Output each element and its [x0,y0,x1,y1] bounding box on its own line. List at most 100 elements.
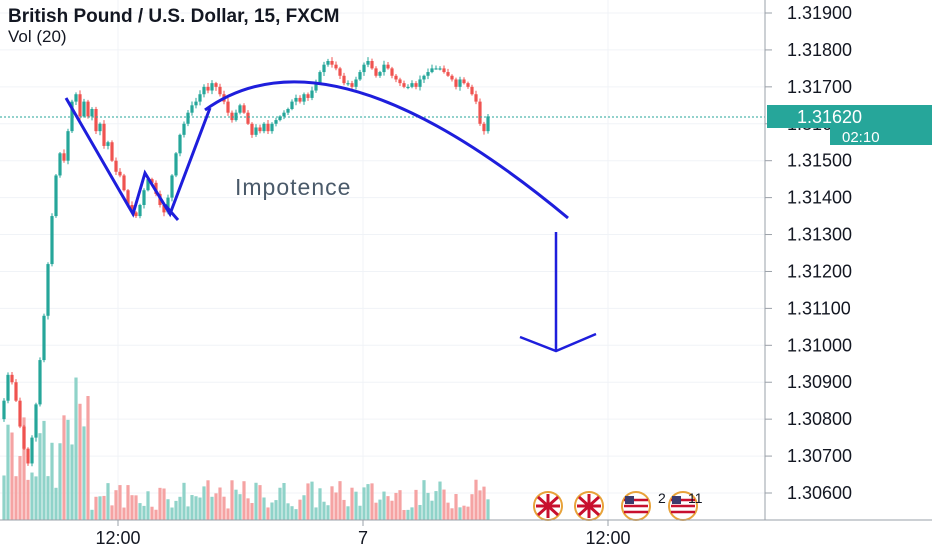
volume-bar [14,476,18,520]
volume-bar [402,509,406,520]
candle-body [286,109,290,113]
volume-bar [130,495,134,520]
volume-bar [298,499,302,520]
volume-bar [198,497,202,520]
candle-body [482,123,486,132]
candle-body [414,83,418,87]
candle-body [282,112,286,117]
candle-body [446,72,450,76]
volume-bar [418,504,422,520]
candle-body [398,79,402,84]
candle-body [458,79,462,87]
volume-bar [150,506,154,520]
volume-bar [426,492,430,520]
candle-body [206,86,210,91]
candle-body [462,79,466,84]
candle-body [218,86,222,95]
candle-body [418,79,422,87]
candle-body [182,123,186,135]
candle-body [438,68,442,70]
candle-body [434,68,438,70]
volume-bar [202,486,206,520]
candle-body [334,64,338,69]
volume-bar [34,476,38,520]
candle-body [394,75,398,80]
volume-bar [138,503,142,520]
candle-body [6,374,10,401]
event-icons: 2 11 [533,490,703,521]
candle-body [250,123,254,135]
volume-bar [86,396,90,520]
volume-bar [214,493,218,520]
volume-bar [354,491,358,520]
volume-bar [110,505,114,520]
candle-body [90,109,94,117]
volume-bar [474,479,478,520]
volume-bar [338,481,342,520]
volume-bar [326,505,330,520]
volume-bar [294,509,298,520]
volume-bar [302,495,306,520]
volume-bar [10,432,14,520]
candle-body [330,61,334,65]
price-tick-label: 1.31500 [787,151,852,171]
volume-bar [230,480,234,520]
volume-bar [254,482,258,520]
candle-body [22,426,26,449]
volume-bar [178,496,182,520]
volume-bar [454,494,458,520]
candle-body [38,360,42,405]
candle-body [314,83,318,91]
volume-bar [262,497,266,520]
volume-bar [442,489,446,520]
price-tick-label: 1.31400 [787,188,852,208]
volume-bar [94,496,98,520]
volume-bar [146,491,150,520]
volume-bar [466,506,470,520]
candle-body [198,94,202,102]
volume-bar [334,492,338,520]
down-arrow-head [519,332,597,353]
candle-body [118,171,122,176]
price-tick-label: 1.31900 [787,3,852,23]
volume-bar [2,475,6,520]
candle-body [102,123,106,146]
volume-bar [342,499,346,520]
event-count: 11 [688,490,703,506]
volume-bar [286,503,290,520]
candle-body [358,72,362,80]
candle-body [366,61,370,65]
volume-bar [374,502,378,520]
candle-body [386,64,390,69]
candle-body [298,97,302,102]
volume-bar [462,505,466,520]
volume-bar [70,444,74,520]
volume-bar [346,506,350,520]
volume-bar [118,485,122,520]
price-badge: 1.31620 02:10 [767,105,932,146]
volume-bar [106,483,110,520]
candle-body [470,86,474,95]
volume-bar [174,500,178,520]
volume-bar [478,490,482,520]
volume-bar [22,417,26,520]
volume-bar [482,486,486,520]
volume-bar [242,481,246,520]
volume-bar [222,496,226,520]
volume-bar [102,495,106,520]
volume-bar [378,499,382,520]
candle-body [290,101,294,109]
volume-bar [330,486,334,520]
volume-bar [290,506,294,520]
candle-body [254,127,258,135]
volume-bar [154,509,158,520]
candle-body [422,75,426,80]
volume-bar [322,501,326,520]
candle-body [238,105,242,113]
candle-body [74,94,78,102]
chart-title: British Pound / U.S. Dollar, 15, FXCM [8,6,340,27]
candle-body [350,83,354,87]
volume-bar [282,482,286,520]
candle-body [122,175,126,191]
